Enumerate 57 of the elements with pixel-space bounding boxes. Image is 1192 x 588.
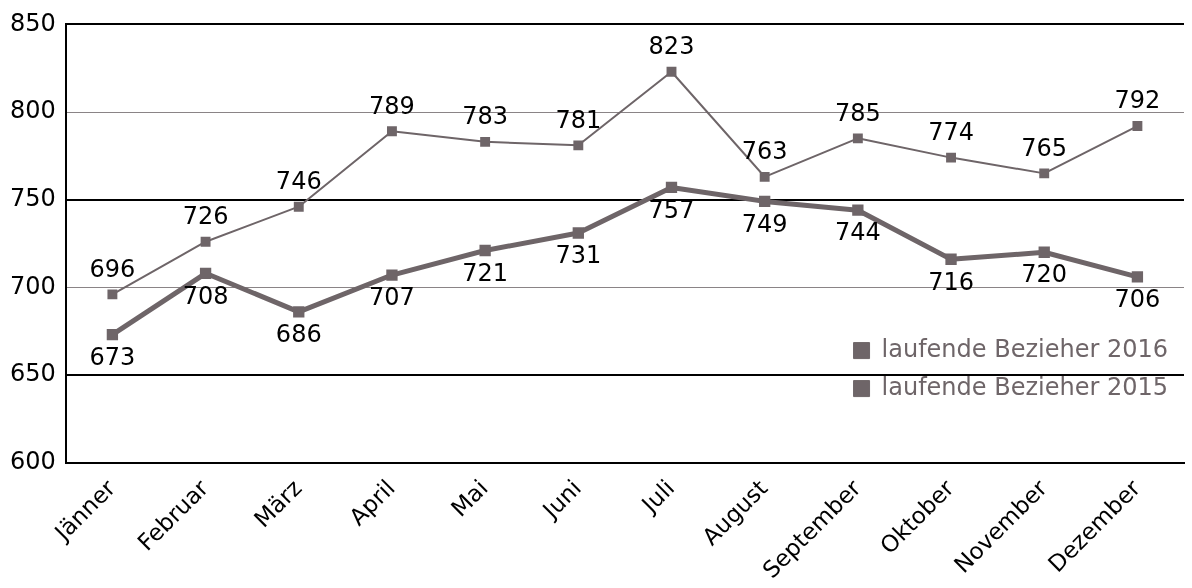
- point: [386, 269, 398, 281]
- y-tick-label: 850: [10, 8, 56, 37]
- x-tick-label: Juli: [635, 474, 680, 519]
- point: [479, 244, 491, 257]
- data-label: 785: [834, 98, 881, 127]
- point: [107, 289, 118, 300]
- point: [1132, 121, 1143, 132]
- y-tick-label: 700: [10, 271, 56, 300]
- point: [480, 136, 491, 147]
- data-label: 783: [462, 102, 509, 131]
- point: [852, 204, 864, 216]
- point: [106, 328, 119, 341]
- legend-label: laufende Bezieher 2015: [881, 372, 1168, 401]
- y-tick-label: 750: [10, 183, 56, 212]
- data-label: 716: [928, 267, 974, 296]
- point: [946, 152, 956, 163]
- point: [945, 253, 957, 265]
- data-label: 765: [1021, 133, 1068, 162]
- data-label: 781: [555, 105, 602, 134]
- point: [573, 140, 584, 151]
- point: [293, 306, 305, 318]
- data-label: 721: [462, 258, 509, 287]
- data-label: 746: [275, 166, 322, 195]
- data-label: 749: [741, 209, 788, 238]
- point: [852, 133, 863, 144]
- data-label: 774: [928, 117, 974, 146]
- data-label: 763: [741, 137, 788, 166]
- data-label: 708: [182, 281, 229, 310]
- data-label: 673: [89, 342, 136, 371]
- point: [572, 227, 584, 239]
- point: [387, 126, 397, 137]
- legend-label: laufende Bezieher 2016: [881, 334, 1168, 363]
- data-label: 706: [1114, 285, 1161, 314]
- data-label: 686: [275, 320, 322, 349]
- point: [199, 267, 212, 279]
- data-label: 792: [1114, 86, 1161, 115]
- point: [1131, 271, 1144, 283]
- point: [1038, 246, 1050, 258]
- point: [759, 171, 770, 182]
- data-label: 720: [1021, 260, 1068, 289]
- data-label: 823: [648, 31, 695, 60]
- y-tick-label: 800: [10, 96, 56, 125]
- data-label: 789: [369, 91, 415, 120]
- point: [293, 201, 304, 212]
- data-label: 696: [89, 254, 136, 283]
- point: [200, 236, 211, 247]
- point: [665, 181, 678, 194]
- data-label: 726: [182, 201, 229, 230]
- y-tick-label: 650: [10, 359, 56, 388]
- point: [1039, 168, 1050, 179]
- point: [666, 66, 677, 77]
- y-tick-label: 600: [10, 446, 56, 475]
- data-label: 707: [369, 283, 415, 312]
- data-label: 731: [555, 241, 602, 270]
- data-label: 744: [834, 218, 881, 247]
- point: [759, 195, 771, 208]
- x-tick-label: Mai: [445, 474, 493, 522]
